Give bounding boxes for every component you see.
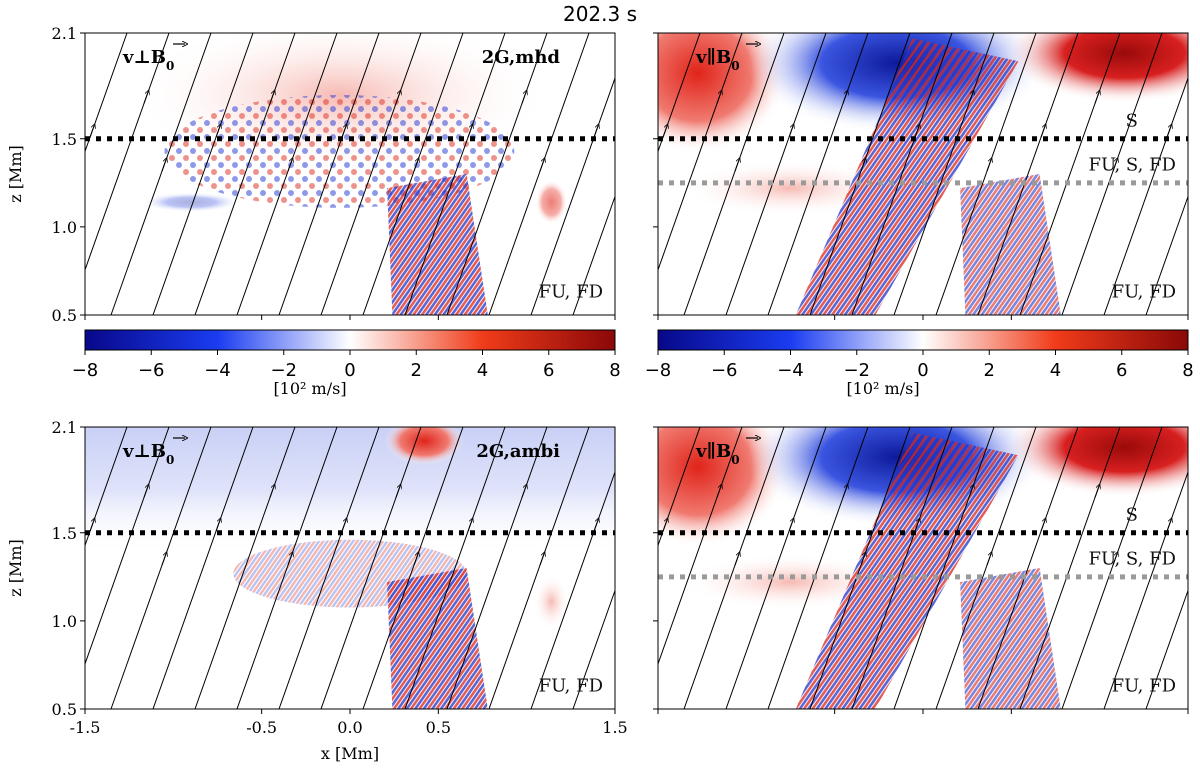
red-blob	[535, 180, 567, 224]
colorbar-right: −8 −6 −4 −2 0 2 4 6 8 [10² m/s]	[645, 330, 1194, 398]
field-line	[0, 33, 1, 315]
panel-tag: 2G,ambi	[476, 441, 560, 462]
y-tick-label: 0.5	[52, 306, 77, 325]
field-line	[1188, 427, 1200, 709]
y-tick-label: 0.5	[52, 700, 77, 719]
panel-annotation: S	[1126, 110, 1138, 131]
panel-annotation: S	[1126, 504, 1138, 525]
panel-annotation: FU, FD	[539, 675, 603, 696]
y-tick-label: 2.1	[52, 418, 77, 437]
colorbar-tick-label: 2	[984, 360, 995, 381]
colorbar-gradient	[658, 330, 1188, 350]
field-arrow	[36, 160, 40, 171]
colorbar-tick-label: 2	[411, 360, 422, 381]
field-line	[0, 427, 1, 709]
colorbar-tick-label: −8	[645, 360, 672, 381]
colorbar-tick-label: −6	[138, 360, 165, 381]
red-blob	[533, 574, 569, 630]
colorbar-tick-label: 8	[1182, 360, 1193, 381]
y-axis-label: z [Mm]	[6, 539, 25, 597]
x-tick-label: 1.5	[602, 718, 627, 737]
field-line	[1188, 33, 1200, 315]
colorbar-tick-label: 6	[543, 360, 554, 381]
colorbar-label: [10² m/s]	[273, 379, 346, 398]
field-arrow	[648, 92, 652, 103]
y-tick-label: 1.5	[52, 524, 77, 543]
panel-annotation: FU, FD	[1112, 281, 1176, 302]
figure-title: 202.3 s	[563, 2, 637, 26]
colorbar-tick-label: −2	[270, 360, 297, 381]
quantity-subscript: 0	[731, 59, 739, 73]
field-arrow	[36, 554, 40, 565]
quantity-subscript: 0	[166, 59, 174, 73]
colorbar-tick-label: −2	[843, 360, 870, 381]
panel-tag: 2G,mhd	[482, 47, 561, 68]
panel-annotation: FU, S, FD	[1088, 548, 1176, 569]
panel-annotation: FU, S, FD	[1088, 154, 1176, 175]
colorbar-tick-label: 0	[917, 360, 928, 381]
quantity-subscript: 0	[166, 453, 174, 467]
panel-annotation: FU, FD	[539, 281, 603, 302]
quantity-subscript: 0	[731, 453, 739, 467]
colorbar-label: [10² m/s]	[846, 379, 919, 398]
x-tick-label: 0.5	[426, 718, 451, 737]
x-tick-label: 0.0	[337, 718, 362, 737]
colorbar-tick-label: −8	[72, 360, 99, 381]
x-tick-label: -1.5	[70, 718, 101, 737]
x-axis-label: x [Mm]	[321, 744, 379, 763]
colorbar-tick-label: −6	[711, 360, 738, 381]
y-axis-label: z [Mm]	[6, 145, 25, 203]
y-tick-label: 1.5	[52, 130, 77, 149]
colorbar-tick-label: 8	[609, 360, 620, 381]
figure: 202.3 s v⊥B02G,mhdFU, FD2.11.51.00.5z [M…	[0, 0, 1200, 782]
x-tick-label: -0.5	[246, 718, 277, 737]
field-arrow	[648, 486, 652, 497]
y-tick-label: 1.0	[52, 612, 77, 631]
colorbar-tick-label: 6	[1116, 360, 1127, 381]
panel-annotation: FU, FD	[1112, 675, 1176, 696]
colorbar-tick-label: −4	[777, 360, 804, 381]
y-tick-label: 2.1	[52, 24, 77, 43]
colorbar-left: −8 −6 −4 −2 0 2 4 6 8 [10² m/s]	[72, 330, 621, 398]
colorbar-gradient	[85, 330, 615, 350]
y-tick-label: 1.0	[52, 218, 77, 237]
colorbar-tick-label: −4	[204, 360, 231, 381]
colorbar-tick-label: 4	[477, 360, 488, 381]
colorbar-tick-label: 0	[344, 360, 355, 381]
colorbar-tick-label: 4	[1050, 360, 1061, 381]
